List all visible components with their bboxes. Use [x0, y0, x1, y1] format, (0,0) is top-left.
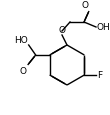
Text: O: O: [59, 26, 65, 35]
Text: OH: OH: [97, 23, 110, 32]
Text: O: O: [81, 1, 88, 10]
Text: HO: HO: [14, 36, 28, 45]
Text: O: O: [20, 66, 27, 75]
Text: F: F: [97, 71, 102, 80]
